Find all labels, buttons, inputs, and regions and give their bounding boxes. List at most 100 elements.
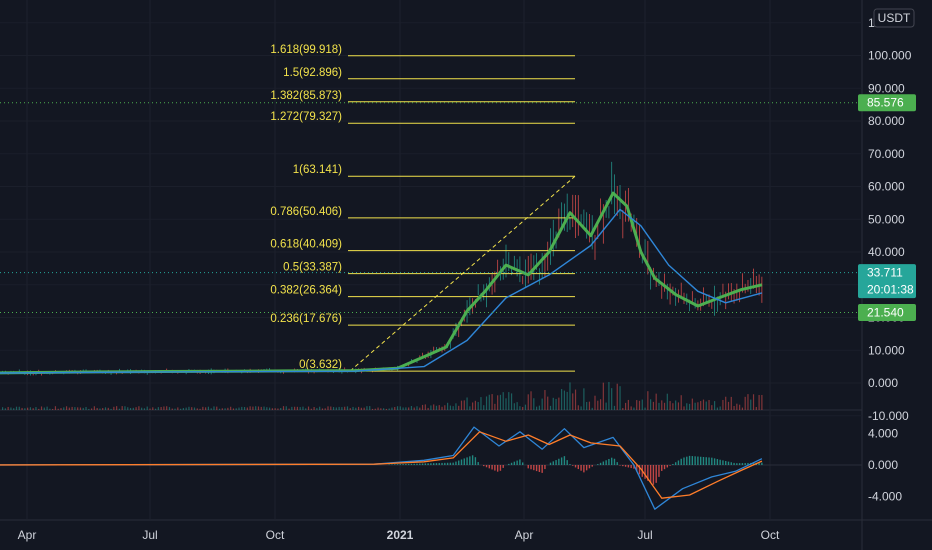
macd-histogram-bar [610,457,613,465]
macd-histogram-bar [521,462,524,465]
volume-bar [638,400,641,410]
macd-histogram-bar [463,458,465,465]
volume-bar [410,406,413,410]
volume-bar [686,403,688,410]
fib-level-label: 0.618(40.409) [270,239,342,251]
macd-histogram-bar [496,465,499,472]
macd-histogram-bar [438,463,440,465]
volume-bar [499,394,502,410]
volume-bar [380,408,382,410]
volume-bar [435,405,438,410]
volume-bar [608,382,610,410]
macd-histogram-bar [727,461,730,465]
price-tick-label: 80.000 [868,114,905,128]
macd-histogram-bar [446,462,449,465]
macd-histogram-bar [583,465,585,473]
volume-bar [124,406,126,410]
volume-bar [174,408,176,410]
currency-badge[interactable] [873,8,915,28]
volume-bar [430,405,432,410]
macd-histogram-bar [394,464,396,465]
fib-level-label: 1.382(85.873) [270,90,342,102]
macd-histogram-bar [702,456,705,465]
volume-bar [385,408,388,410]
volume-bar [572,393,574,410]
volume-bar [535,406,538,410]
volume-bar [107,407,109,410]
volume-bar [255,406,257,410]
macd-histogram-bar [577,465,580,470]
price-tag-label: 21.540 [867,305,904,319]
volume-bar [561,389,563,410]
volume-bar [388,408,390,410]
macd-histogram-bar [624,465,627,467]
volume-bar [313,406,315,410]
volume-bar [260,406,262,410]
macd-histogram-bar [758,462,760,465]
volume-bar [310,408,312,410]
price-tag[interactable] [858,303,916,321]
volume-bar [661,400,663,410]
fibonacci-extension[interactable]: 0(3.632) 0.236(17.676) 0.382(26.364) 0.5(33… [270,44,576,372]
volume-bar [705,401,707,410]
volume-bar [677,402,680,410]
volume-bar [32,408,34,410]
macd-histogram-bar [527,465,529,469]
volume-bar [27,407,29,410]
volume-bar [166,406,168,410]
fib-trend-line[interactable] [349,175,576,372]
volume-bar [285,406,287,410]
macd-histogram-bar [602,461,605,465]
time-tick-label: Jul [142,528,157,542]
volume-bar [82,407,84,410]
macd-line [0,426,763,510]
macd-histogram-bar [510,462,513,465]
volume-bar [488,394,490,410]
volume-bar [349,408,351,410]
volume-bar [227,407,229,410]
volume-bar [505,398,507,410]
price-tick-label: 70.000 [868,147,905,161]
price-tag[interactable] [858,264,916,299]
macd-histogram-bar [538,465,541,472]
volume-bar [268,407,271,410]
macd-histogram-bar [580,465,582,471]
macd-axis[interactable]: 4.000 0.000 -4.000 [868,426,902,503]
volume-bar [402,407,404,410]
macd-indicator [0,426,862,510]
macd-histogram-bar [674,462,677,465]
fib-level-label: 0(3.632) [299,359,342,371]
macd-histogram-bar [572,465,574,466]
volume-bar [18,406,20,410]
volume-bar [377,407,379,410]
volume-bar [405,407,407,410]
volume-bar [338,406,340,410]
volume-bar [605,402,607,410]
macd-histogram-bar [669,465,671,466]
volume-bar [216,406,218,410]
macd-tick-label: 0.000 [868,458,898,472]
macd-histogram-bar [694,456,696,465]
macd-histogram-bar [488,465,491,469]
volume-bar [391,407,393,410]
volume-bar [54,406,57,410]
time-axis[interactable]: Apr Jul Oct 2021 Apr Jul Oct [18,528,780,542]
price-tag[interactable] [858,94,916,112]
macd-histogram-bar [585,465,588,471]
macd-histogram-bar [485,465,488,468]
volume-bar [149,408,151,410]
volume-bar [193,407,196,410]
macd-histogram-bar [396,464,399,465]
volume-bar [299,407,301,410]
macd-histogram-bar [441,462,443,465]
volume-bar [104,407,107,410]
volume-bar [102,408,104,410]
signal-line [0,431,763,499]
price-axis[interactable]: 110.000100.00090.00080.00070.00060.00050… [858,16,916,423]
volume-bar [179,408,182,410]
macd-histogram-bar [716,459,719,465]
volume-bar [547,396,549,410]
vertical-grid [26,0,771,520]
volume-bar [274,408,276,410]
